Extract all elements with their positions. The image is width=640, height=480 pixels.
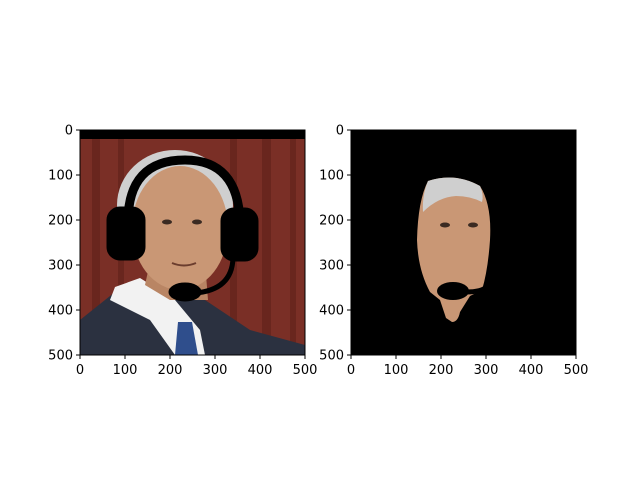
right-x-tick-label: 0 [347,363,355,378]
right-axes-frame [350,129,577,356]
right-x-tick-label: 300 [474,363,499,378]
right-x-ticks: 0 100 200 300 400 500 [347,355,589,378]
headset-overlay [106,155,259,302]
left-y-tick-label: 500 [48,349,73,364]
right-x-tick-label: 100 [384,363,409,378]
right-x-tick-label: 400 [519,363,544,378]
left-x-ticks: 0 100 200 300 400 500 [76,355,318,378]
left-y-tick-label: 200 [48,214,73,229]
top-black-strip [80,130,305,139]
left-x-tick-label: 400 [248,363,273,378]
left-image [80,130,305,355]
right-y-tick-label: 200 [319,214,344,229]
left-y-tick-label: 100 [48,169,73,184]
left-y-tick-label: 0 [65,124,73,139]
right-y-tick-label: 0 [336,124,344,139]
left-y-tick-label: 400 [48,304,73,319]
tie [175,322,198,355]
left-image-panel: 0 100 200 300 400 500 0 100 200 300 400 500 [48,124,317,379]
right-image [351,130,576,355]
right-y-tick-label: 400 [319,304,344,319]
left-x-tick-label: 100 [113,363,138,378]
left-x-tick-label: 500 [293,363,318,378]
right-x-tick-label: 500 [564,363,589,378]
mask-headset-mic [437,282,469,300]
left-y-tick-label: 300 [48,259,73,274]
right-image-panel: 0 100 200 300 400 500 0 100 200 300 400 500 [319,124,588,379]
right-y-tick-label: 100 [319,169,344,184]
left-x-tick-label: 300 [203,363,228,378]
left-x-tick-label: 0 [76,363,84,378]
left-y-ticks: 0 100 200 300 400 500 [48,124,80,364]
right-y-tick-label: 500 [319,349,344,364]
left-x-tick-label: 200 [158,363,183,378]
right-y-tick-label: 300 [319,259,344,274]
left-axes-frame [79,129,306,356]
segmented-face [417,177,491,322]
right-y-ticks: 0 100 200 300 400 500 [319,124,351,364]
face [132,166,228,290]
right-x-tick-label: 200 [429,363,454,378]
